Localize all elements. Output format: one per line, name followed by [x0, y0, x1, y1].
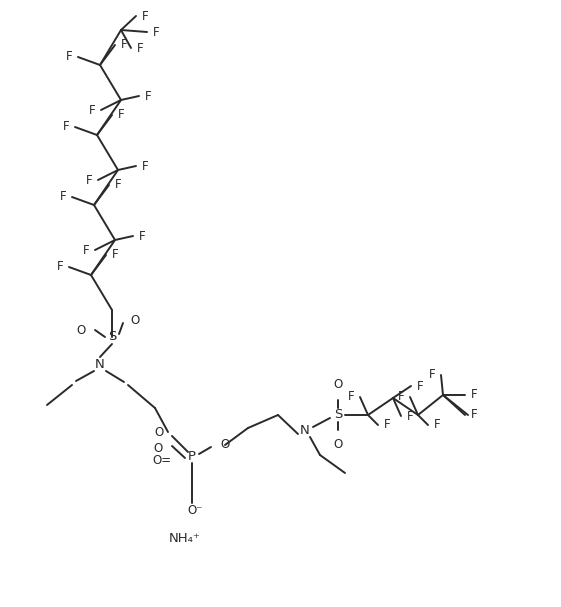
Text: P: P	[188, 450, 196, 463]
Text: F: F	[86, 174, 93, 186]
Text: O: O	[333, 379, 343, 392]
Text: F: F	[121, 38, 127, 52]
Text: O: O	[130, 313, 140, 327]
Text: F: F	[63, 121, 70, 134]
Text: S: S	[108, 330, 116, 344]
Text: F: F	[407, 410, 413, 422]
Text: F: F	[57, 260, 63, 274]
Text: F: F	[66, 50, 72, 64]
Text: O: O	[333, 438, 343, 452]
Text: F: F	[114, 178, 121, 191]
Text: F: F	[384, 418, 390, 432]
Text: F: F	[348, 390, 355, 404]
Text: F: F	[89, 104, 95, 117]
Text: F: F	[59, 191, 66, 203]
Text: F: F	[145, 89, 151, 103]
Text: F: F	[471, 409, 477, 421]
Text: F: F	[434, 418, 440, 432]
Text: O: O	[154, 426, 164, 438]
Text: O: O	[76, 324, 86, 336]
Text: NH₄⁺: NH₄⁺	[169, 532, 201, 544]
Text: F: F	[112, 248, 118, 262]
Text: F: F	[398, 390, 404, 404]
Text: F: F	[139, 229, 145, 243]
Text: F: F	[142, 10, 148, 22]
Text: F: F	[417, 379, 424, 393]
Text: O: O	[153, 441, 163, 455]
Text: S: S	[334, 409, 342, 421]
Text: F: F	[429, 368, 435, 382]
Text: F: F	[137, 41, 143, 55]
Text: F: F	[118, 109, 125, 121]
Text: F: F	[471, 388, 477, 401]
Text: F: F	[82, 243, 89, 257]
Text: O⁻: O⁻	[187, 503, 203, 517]
Text: N: N	[95, 359, 105, 371]
Text: N: N	[300, 424, 310, 436]
Text: O: O	[220, 438, 229, 452]
Text: F: F	[142, 160, 148, 172]
Text: F: F	[153, 25, 159, 38]
Text: O=: O=	[153, 455, 172, 467]
